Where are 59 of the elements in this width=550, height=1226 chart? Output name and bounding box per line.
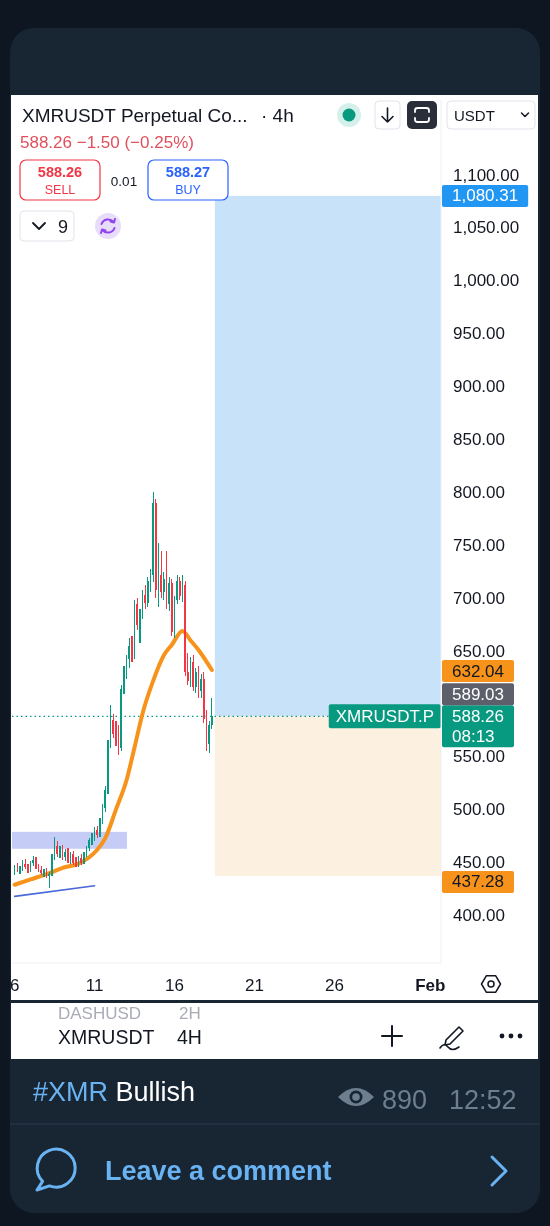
annotation: 9	[57, 217, 69, 237]
text: #XMR Bullish	[33, 1077, 196, 1107]
y-tick-label: 500.00	[453, 800, 505, 820]
y-tick-label: 1,000.00	[453, 271, 520, 291]
text: XMRUSDT	[58, 1026, 155, 1048]
band-label: 437.28	[452, 872, 504, 892]
y-tick-label: 850.00	[453, 429, 505, 449]
text: 4H	[177, 1026, 202, 1048]
y-tick-label: 800.00	[453, 482, 505, 502]
y-tick-label: 400.00	[453, 905, 505, 925]
text: 2H	[179, 1003, 201, 1023]
chart-title: XMRUSDT Perpetual Co...	[22, 104, 248, 126]
y-tick-label: 1,050.00	[453, 218, 520, 238]
text: 632.04	[452, 661, 504, 681]
annotation: 588.26	[37, 164, 83, 180]
text: USDT	[454, 106, 495, 124]
candlestick	[67, 847, 69, 864]
candlestick	[131, 635, 133, 663]
candlestick	[192, 654, 195, 692]
y-tick-label: 900.00	[453, 377, 505, 397]
candlestick	[195, 667, 197, 694]
candlestick	[179, 576, 181, 601]
candlestick	[144, 584, 147, 610]
annotation: BUY	[175, 183, 202, 197]
text: Leave a comment	[105, 1156, 332, 1186]
y-tick-label: 450.00	[453, 853, 505, 873]
x-tick-label: 11	[85, 975, 104, 995]
text: 890	[382, 1085, 428, 1115]
x-tick-label: Feb	[415, 975, 446, 995]
text: 08:13	[452, 726, 495, 746]
annotation: 588.27	[165, 164, 211, 180]
y-tick-label: 700.00	[453, 588, 505, 608]
text: 589.03	[452, 684, 504, 704]
y-tick-label: 750.00	[453, 535, 505, 555]
y-tick-label: 650.00	[453, 641, 505, 661]
candlestick	[59, 845, 61, 859]
x-tick-label: 6	[9, 975, 20, 995]
ref-line-label: XMRUSDT.P	[335, 706, 434, 726]
text: 588.26	[452, 706, 504, 726]
candlestick	[27, 862, 29, 874]
text: 588.26 −1.50 (−0.25%)	[20, 132, 194, 152]
annotation: SELL	[44, 183, 76, 197]
y-tick-label: 550.00	[453, 747, 505, 767]
candlestick	[136, 597, 139, 631]
candlestick	[43, 868, 45, 878]
annotation: 0.01	[110, 173, 138, 189]
x-tick-label: 16	[165, 975, 184, 995]
y-tick-label: 1,100.00	[453, 165, 520, 185]
candlestick	[35, 856, 37, 870]
candlestick	[200, 673, 203, 699]
y-tick-label: 950.00	[453, 324, 505, 344]
text: 12:52	[449, 1085, 517, 1115]
band-label: 1,080.31	[452, 186, 519, 206]
text: DASHUSD	[58, 1003, 142, 1023]
x-tick-label: 21	[245, 975, 264, 995]
candlestick	[168, 576, 171, 612]
annotation: · 4h	[260, 104, 294, 126]
candlestick	[163, 571, 165, 601]
x-tick-label: 26	[324, 975, 344, 995]
